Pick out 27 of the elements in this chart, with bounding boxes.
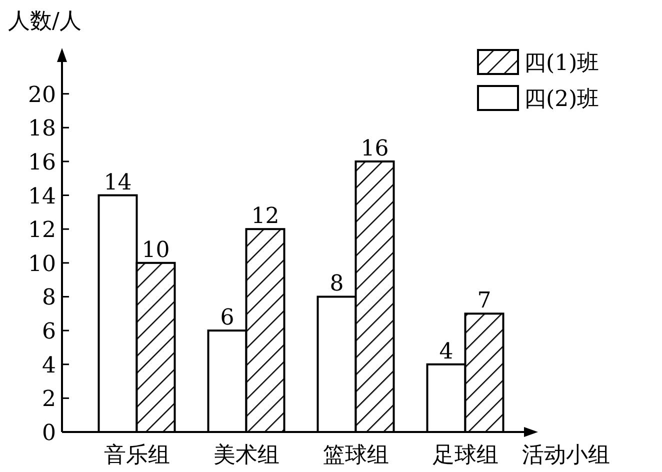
y-tick-label: 12 — [28, 218, 56, 244]
y-tick-label: 18 — [28, 116, 56, 142]
x-axis-title: 活动小组 — [522, 443, 610, 468]
legend: 四(1)班 四(2)班 — [477, 49, 600, 112]
y-tick-label: 16 — [28, 150, 56, 176]
y-tick-label: 2 — [42, 387, 56, 412]
data-label: 14 — [104, 170, 132, 196]
data-label: 4 — [439, 339, 454, 364]
y-tick-label: 14 — [28, 184, 56, 210]
y-tick-label: 8 — [42, 286, 56, 311]
data-label: 12 — [251, 204, 280, 230]
y-tick-label: 0 — [42, 421, 56, 446]
x-tick-label: 美术组 — [213, 443, 280, 468]
y-tick-label: 10 — [28, 252, 56, 277]
data-label: 8 — [330, 272, 344, 297]
x-tick-label: 音乐组 — [104, 443, 170, 468]
y-tick-label: 4 — [42, 353, 56, 378]
x-tick-label: 篮球组 — [322, 443, 389, 468]
data-label: 10 — [142, 238, 170, 263]
y-tick-label: 6 — [42, 320, 56, 345]
data-label: 7 — [477, 288, 492, 314]
x-tick-label: 足球组 — [432, 443, 498, 468]
data-label: 16 — [360, 136, 389, 162]
y-axis-title: 人数/人 — [8, 9, 82, 34]
legend-label: 四(2)班 — [524, 87, 600, 112]
data-label: 6 — [220, 306, 234, 331]
y-tick-label: 20 — [28, 82, 56, 108]
